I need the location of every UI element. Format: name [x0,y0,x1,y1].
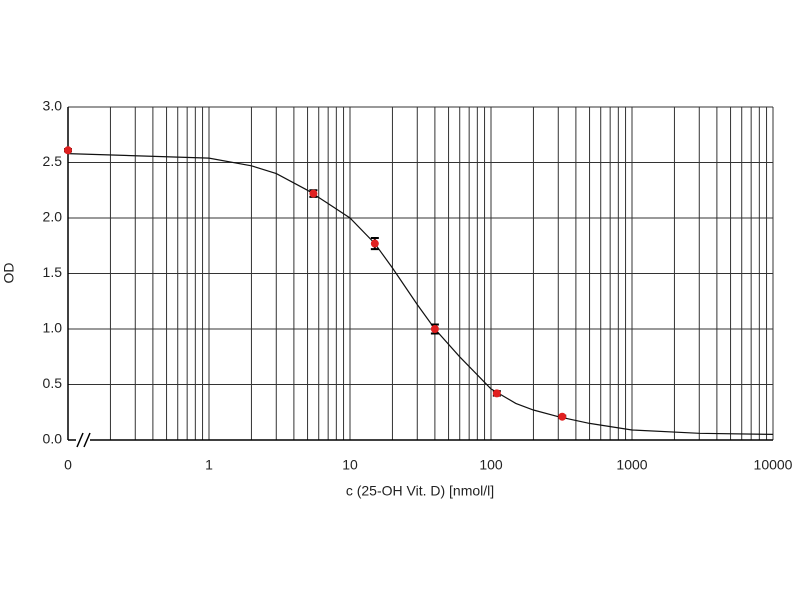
fit-curve [67,153,774,435]
y-tick-label: 2.5 [43,153,63,169]
y-tick-label: 0.0 [43,431,63,447]
x-tick-label: 0 [64,457,72,473]
data-point [309,189,318,198]
data-point [492,389,501,398]
data-point [430,325,439,333]
x-tick-label: 1 [205,457,213,473]
y-tick-label: 0.5 [43,375,63,391]
x-tick-label: 10 [342,457,358,473]
data-point [370,239,379,248]
y-tick-label: 1.0 [43,320,63,336]
data-point [558,412,567,421]
y-axis-label: OD [1,263,17,284]
y-tick-label: 1.5 [43,264,63,280]
y-tick-label: 3.0 [43,98,63,114]
x-tick-label: 100 [479,457,503,473]
axis-break-mark [83,432,91,448]
x-axis-label: c (25-OH Vit. D) [nmol/l] [346,483,494,499]
data-point [64,146,72,155]
x-tick-label: 10000 [754,457,793,473]
axis-break-gap [76,432,90,448]
axis-break-mark [76,432,84,448]
y-tick-label: 2.0 [43,209,63,225]
x-tick-label: 1000 [616,457,647,473]
